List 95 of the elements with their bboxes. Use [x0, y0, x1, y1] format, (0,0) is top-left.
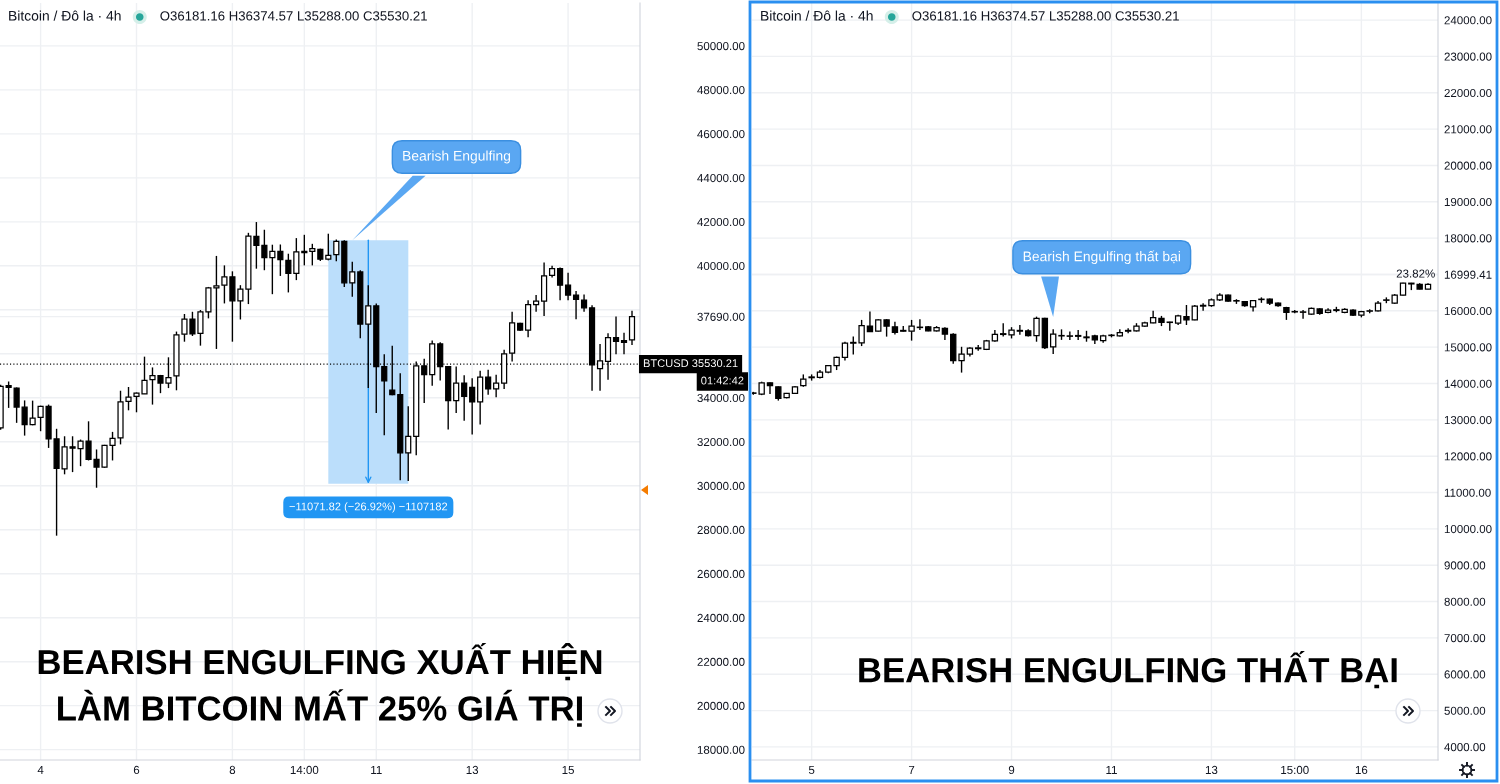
y-tick-label: 32000.00	[697, 437, 745, 447]
candlestick	[1074, 329, 1082, 341]
x-tick-label: 13	[1205, 765, 1218, 775]
y-tick-label: 20000.00	[1444, 161, 1492, 170]
candlestick	[333, 238, 340, 262]
chart-title: Bitcoin / Đô la · 4h	[9, 10, 121, 21]
y-tick-label: 24000.00	[697, 613, 745, 622]
chart-title: Bitcoin / Đô la · 4h	[761, 10, 873, 21]
y-tick-label: 48000.00	[697, 86, 745, 95]
y-tick-label: 37690.00	[697, 312, 745, 321]
candlestick	[405, 405, 412, 482]
y-tick-label: 22000.00	[1444, 88, 1492, 98]
candlestick	[958, 346, 965, 374]
y-tick-label: 23000.00	[1444, 52, 1492, 61]
candlestick	[1066, 330, 1074, 341]
y-tick-label: 5000.00	[1444, 706, 1486, 715]
y-tick-label: 42000.00	[697, 217, 745, 227]
candlestick	[1049, 328, 1057, 355]
annotation: BEARISH ENGULFING THẤT BẠI	[859, 651, 1397, 689]
annotation: Bearish Engulfing	[403, 150, 511, 164]
candlestick	[908, 319, 915, 342]
candlestick	[277, 243, 284, 277]
candlestick	[485, 369, 492, 396]
y-tick-label: 6000.00	[1444, 670, 1486, 679]
y-tick-label: 7000.00	[1444, 634, 1486, 643]
candlestick	[572, 290, 580, 320]
candlestick	[620, 331, 628, 355]
candlestick	[1199, 302, 1207, 312]
candlestick	[493, 373, 500, 399]
y-tick-label: 19000.00	[1444, 197, 1492, 207]
candlestick	[1033, 315, 1040, 343]
y-tick-label: 12000.00	[1444, 452, 1492, 461]
x-tick-label: 11	[371, 765, 382, 774]
candlestick	[309, 243, 316, 267]
y-tick-label: 16000.00	[1444, 306, 1492, 316]
x-tick-label: 15	[562, 765, 574, 775]
x-tick-label: 7	[908, 765, 915, 774]
y-tick-label: 10000.00	[1444, 524, 1492, 534]
y-tick-label: 15000.00	[1444, 343, 1492, 352]
candlestick	[841, 341, 849, 362]
candlestick	[866, 310, 874, 333]
y-tick-label: 11000.00	[1444, 488, 1491, 497]
candlestick	[453, 365, 460, 414]
y-tick-label: 21000.00	[1444, 125, 1492, 134]
y-tick-label: 20000.00	[697, 701, 745, 710]
x-tick-label: 16	[1355, 765, 1368, 775]
candlestick	[628, 309, 636, 346]
candlestick	[1183, 304, 1190, 326]
y-tick-label: 44000.00	[697, 173, 745, 183]
annotation: 23.82%	[1396, 269, 1435, 278]
x-tick-label: 13	[466, 765, 479, 775]
band-label: −11071.82 (−26.92%) −1107182	[289, 502, 448, 513]
y-tick-label: 46000.00	[697, 129, 745, 139]
chart-subtitle: O36181.16 H36374.57 L35288.00 C35530.21	[912, 11, 1179, 21]
y-tick-label: 30000.00	[697, 481, 745, 491]
candlestick	[285, 253, 292, 294]
y-tick-label: 18000.00	[697, 745, 745, 754]
x-tick-label: 15:00	[1281, 765, 1309, 775]
x-tick-label: 6	[133, 765, 140, 775]
x-tick-label: 14:00	[290, 765, 319, 775]
x-tick-label: 4	[37, 765, 44, 774]
y-tick-label: 14000.00	[1444, 379, 1492, 388]
y-tick-label: 4000.00	[1444, 743, 1486, 752]
candlestick	[612, 315, 620, 355]
candlestick	[766, 381, 774, 395]
ref-line-label: BTCUSD 35530.21 01:42:42	[643, 359, 744, 385]
y-tick-label: 13000.00	[1444, 415, 1492, 425]
candlestick	[325, 233, 332, 262]
candlestick	[533, 294, 540, 313]
candlestick	[556, 266, 564, 301]
candlestick	[564, 271, 572, 301]
y-tick-label: 26000.00	[697, 569, 745, 579]
candlestick	[349, 261, 356, 298]
x-tick-label: 8	[229, 765, 236, 775]
candlestick	[1016, 324, 1024, 336]
candlestick	[469, 377, 476, 436]
x-tick-label: 11	[1106, 765, 1117, 774]
y-tick-label: 34000.00	[697, 393, 745, 403]
x-tick-label: 5	[808, 765, 815, 775]
candlestick	[1299, 309, 1307, 320]
y-tick-label: 28000.00	[697, 525, 745, 535]
annotation: Bearish Engulfing thất bại	[1023, 250, 1180, 265]
y-tick-label: 9000.00	[1444, 561, 1486, 570]
chart-subtitle: O36181.16 H36374.57 L35288.00 C35530.21	[160, 11, 427, 21]
y-tick-label: 22000.00	[697, 657, 745, 666]
annotation: BEARISH ENGULFING XUẤT HIỆN LÀM BITCOIN MẤT 25% GIÁ TRỊ	[38, 642, 602, 727]
y-tick-label: 50000.00	[697, 42, 745, 51]
x-tick-label: 9	[1008, 765, 1015, 775]
y-tick-label: 18000.00	[1444, 234, 1492, 243]
y-tick-label: 8000.00	[1444, 597, 1486, 606]
y-tick-label: 40000.00	[697, 261, 745, 271]
y-tick-label: 16999.41	[1444, 270, 1492, 279]
candlestick	[293, 237, 300, 281]
candlestick	[461, 374, 468, 422]
y-tick-label: 24000.00	[1444, 16, 1492, 25]
